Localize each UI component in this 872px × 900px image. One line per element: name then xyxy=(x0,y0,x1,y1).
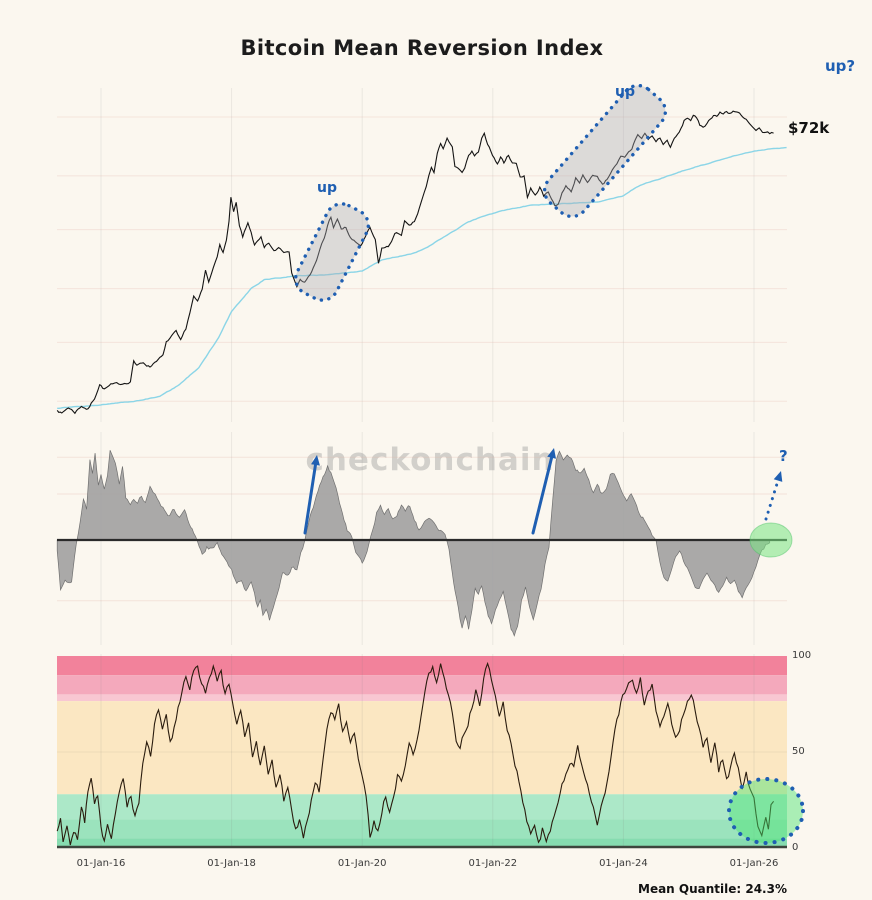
annotation-up-question: up? xyxy=(825,57,856,75)
mean-price-line xyxy=(57,146,787,409)
chart-title: Bitcoin Mean Reversion Index xyxy=(240,36,604,60)
annotation-up-2024: up xyxy=(615,84,635,100)
mean-quantile-line xyxy=(56,661,775,846)
mean-quantile-label: Mean Quantile: 24.3% xyxy=(638,882,787,896)
x-tick-label: 01-Jan-26 xyxy=(729,858,779,869)
quantile-band xyxy=(57,819,787,839)
x-tick-label: 01-Jan-20 xyxy=(337,858,387,869)
annotation-question-mark: ? xyxy=(779,447,788,465)
oscillator-up-arrow-2023-head xyxy=(547,448,556,459)
oscillator-area xyxy=(56,450,771,637)
quantile-band xyxy=(57,675,787,695)
quantile-band xyxy=(57,656,787,676)
quantile-band xyxy=(57,701,787,795)
oscillator-dotted-arrow-future xyxy=(764,475,781,521)
x-tick-label: 01-Jan-16 xyxy=(76,858,126,869)
quantile-y-tick-label: 50 xyxy=(792,746,805,757)
quantile-band xyxy=(57,838,787,848)
highlight-box-2024-rally xyxy=(542,83,668,219)
annotation-up-2019: up xyxy=(317,180,337,196)
x-tick-label: 01-Jan-22 xyxy=(468,858,518,869)
quantile-y-tick-label: 0 xyxy=(792,842,799,853)
oscillator-dotted-arrow-future-head xyxy=(773,471,783,482)
price-end-label: $72k xyxy=(788,119,830,137)
quantile-y-tick-label: 100 xyxy=(792,650,812,661)
oscillator-up-arrow-2023 xyxy=(531,452,555,535)
oscillator-highlight-ellipse xyxy=(749,522,793,558)
quantile-highlight-circle xyxy=(727,777,805,845)
checkonchain-watermark: checkonchain xyxy=(305,442,555,478)
quantile-band xyxy=(57,694,787,702)
oscillator-up-arrow-2019 xyxy=(303,459,318,535)
x-tick-label: 01-Jan-18 xyxy=(207,858,256,869)
quantile-band xyxy=(57,794,787,820)
x-tick-label: 01-Jan-24 xyxy=(599,858,648,869)
btc-price-line xyxy=(56,110,774,415)
oscillator-up-arrow-2019-head xyxy=(311,455,320,466)
highlight-box-2019-rally xyxy=(293,202,371,302)
